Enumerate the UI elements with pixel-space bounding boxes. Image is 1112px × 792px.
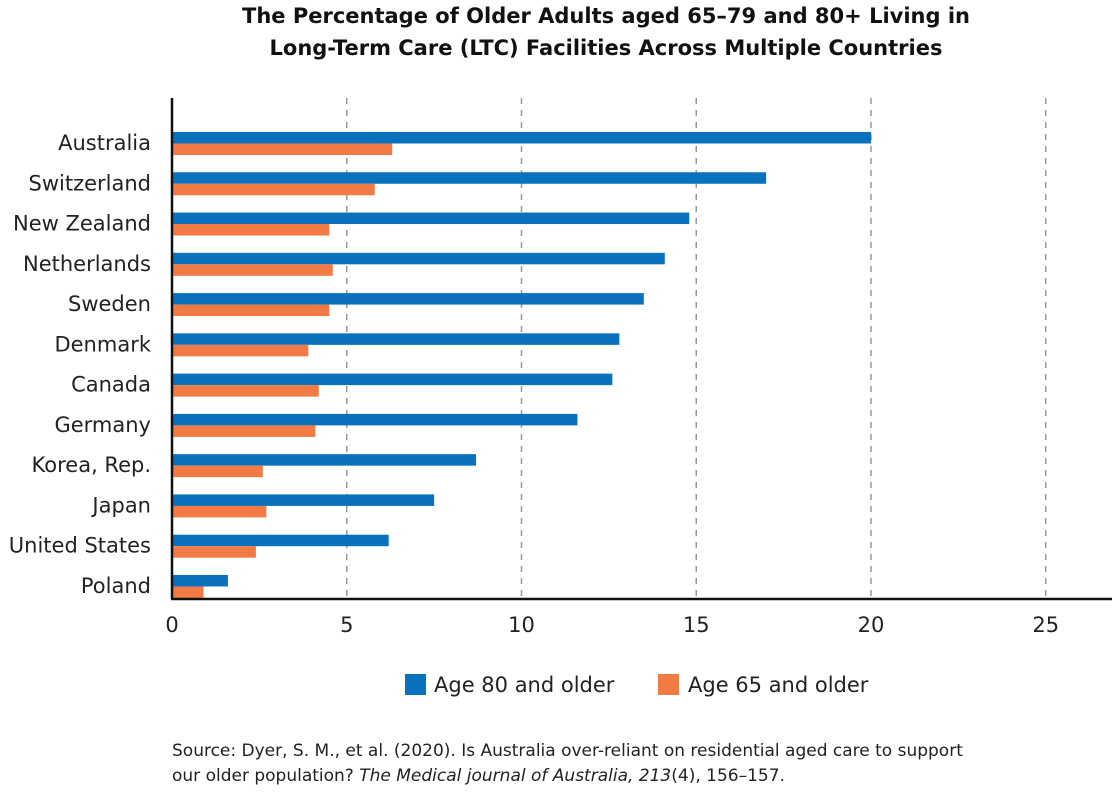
x-tick-label: 0 [165, 613, 178, 637]
source-issue: (4), 156–157. [671, 766, 785, 786]
bar-80-plus [172, 494, 435, 506]
bar-65-plus [172, 505, 267, 518]
source-line-2: our older population? The Medical journa… [172, 766, 785, 786]
bar-80-plus [172, 252, 665, 265]
bar-80-plus [172, 413, 578, 426]
category-label: Germany [54, 413, 151, 437]
bar-65-plus [172, 465, 263, 478]
x-tick-label: 25 [1032, 613, 1059, 637]
category-label: United States [9, 534, 151, 558]
bar-65-plus [172, 304, 330, 317]
bar-65-plus [172, 264, 333, 276]
bar-80-plus [172, 373, 613, 386]
category-label: Netherlands [23, 252, 151, 276]
x-tick-label: 20 [858, 613, 885, 637]
bar-65-plus [172, 183, 375, 196]
chart-title-line-1: The Percentage of Older Adults aged 65–7… [242, 4, 970, 28]
legend-swatch-80 [405, 674, 426, 695]
bar-80-plus [172, 132, 871, 144]
legend-label-65: Age 65 and older [688, 673, 869, 697]
bar-80-plus [172, 574, 228, 587]
category-label: Korea, Rep. [32, 453, 151, 477]
bar-65-plus [172, 586, 204, 598]
bar-80-plus [172, 534, 389, 547]
bar-80-plus [172, 212, 690, 225]
source-line-1: Source: Dyer, S. M., et al. (2020). Is A… [172, 741, 963, 761]
legend: Age 80 and older Age 65 and older [405, 673, 869, 697]
category-label: Australia [58, 131, 151, 155]
bar-80-plus [172, 172, 767, 184]
category-label: Poland [81, 574, 151, 598]
legend-label-80: Age 80 and older [434, 673, 615, 697]
x-tick-label: 10 [508, 613, 535, 637]
source-text: our older population? [172, 766, 359, 786]
bar-65-plus [172, 344, 309, 357]
x-tick-label: 15 [683, 613, 710, 637]
source-journal: The Medical journal of Australia, 213 [359, 766, 671, 786]
bar-65-plus [172, 143, 393, 155]
category-label: Switzerland [29, 171, 152, 195]
category-label: Japan [90, 493, 151, 517]
bar-80-plus [172, 333, 620, 345]
bar-80-plus [172, 454, 477, 466]
x-tick-label: 5 [340, 613, 353, 637]
category-label: Denmark [54, 332, 151, 356]
bar-65-plus [172, 224, 330, 236]
bar-65-plus [172, 385, 319, 397]
category-label: New Zealand [13, 212, 151, 236]
chart-title-line-2: Long-Term Care (LTC) Facilities Across M… [270, 36, 943, 60]
bar-65-plus [172, 425, 316, 437]
bar-65-plus [172, 546, 256, 558]
bar-80-plus [172, 293, 644, 305]
category-label: Sweden [68, 292, 151, 316]
category-label: Canada [71, 373, 151, 397]
legend-swatch-65 [658, 674, 679, 695]
